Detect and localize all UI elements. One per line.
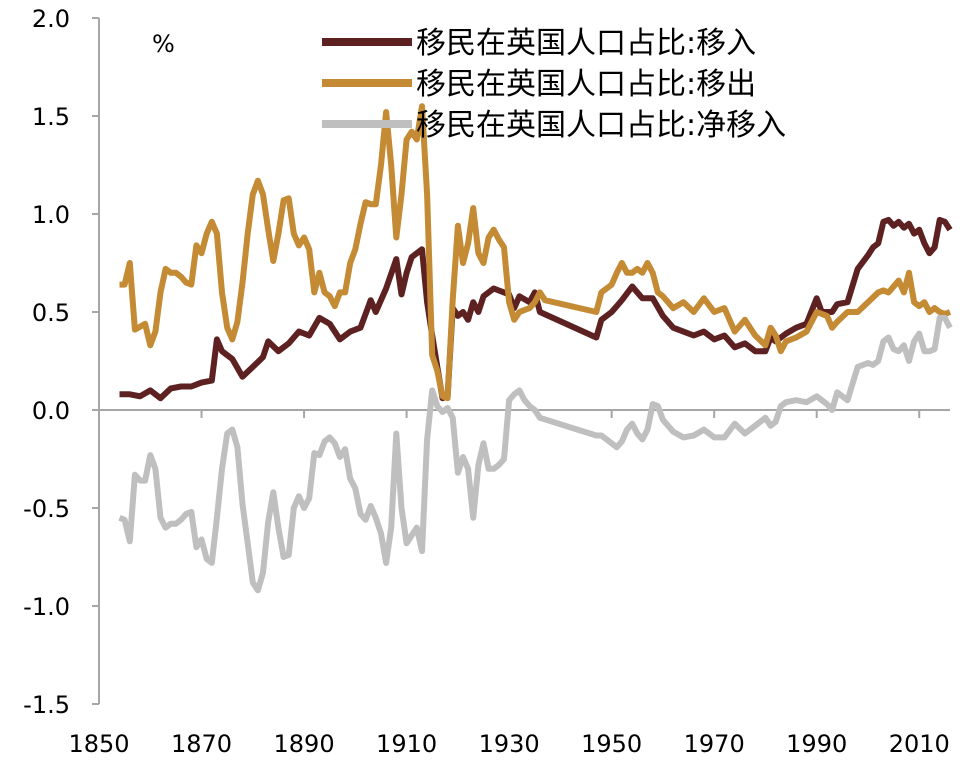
x-tick-label: 1890: [274, 730, 335, 758]
tick-marks: [92, 17, 921, 705]
x-tick-label: 1990: [786, 730, 847, 758]
x-tick-label: 1910: [376, 730, 437, 758]
y-tick-label: -1.5: [23, 691, 70, 719]
x-tick-label: 1950: [581, 730, 642, 758]
x-tick-label: 2010: [889, 730, 950, 758]
axes: [98, 18, 950, 704]
series-lines: [118, 103, 953, 594]
unit-label: %: [152, 30, 175, 58]
tick-labels: 2.0 1.5 1.0 0.5 0.0 -0.5 -1.0 -1.5 1850 1870 1890 1…: [23, 5, 950, 758]
y-tick-label: 0.0: [32, 397, 70, 425]
series-line-2: [119, 103, 952, 402]
legend-label-3: 移民在英国人口占比:净移入: [416, 108, 786, 143]
y-tick-label: -1.0: [23, 593, 70, 621]
y-tick-label: 1.5: [32, 103, 70, 131]
y-tick-label: 0.5: [32, 299, 70, 327]
y-tick-label: -0.5: [23, 495, 70, 523]
y-tick-label: 2.0: [32, 5, 70, 33]
series-line-1: [119, 216, 953, 402]
series-line-3: [118, 314, 953, 594]
legend-label-2: 移民在英国人口占比:移出: [416, 67, 756, 102]
x-tick-label: 1970: [684, 730, 745, 758]
legend-label-1: 移民在英国人口占比:移入: [416, 26, 756, 61]
y-tick-label: 1.0: [32, 201, 70, 229]
x-tick-label: 1930: [479, 730, 540, 758]
x-tick-label: 1850: [68, 730, 129, 758]
x-tick-label: 1870: [171, 730, 232, 758]
